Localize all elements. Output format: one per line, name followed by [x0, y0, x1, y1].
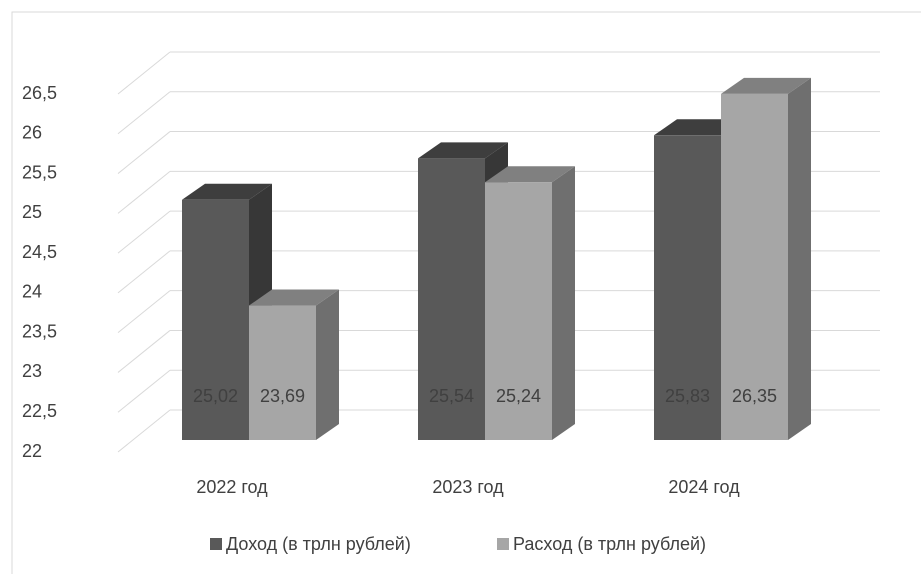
grid-diagonal: [117, 369, 171, 413]
y-tick-label: 23,5: [22, 321, 57, 341]
bar: [721, 93, 788, 440]
legend-label: Доход (в трлн рублей): [226, 534, 411, 554]
grid-diagonal: [117, 409, 171, 453]
grid-diagonal: [117, 170, 171, 214]
bar-top: [249, 289, 339, 306]
data-label: 25,54: [429, 386, 474, 406]
grid-diagonal: [117, 131, 171, 174]
data-label: 25,83: [665, 386, 710, 406]
y-tick-label: 22,5: [22, 401, 57, 421]
bar-top: [721, 77, 811, 94]
bar: [182, 199, 249, 440]
grid-diagonal: [117, 210, 171, 254]
y-tick-label: 25: [22, 202, 42, 222]
x-tick-label: 2024 год: [668, 477, 740, 497]
grid-diagonal: [117, 290, 171, 334]
y-tick-label: 23: [22, 361, 42, 381]
bar-side: [788, 77, 811, 440]
bar-top: [485, 166, 575, 183]
grid-diagonal: [117, 250, 171, 294]
legend-swatch: [210, 538, 222, 550]
y-tick-label: 22: [22, 441, 42, 461]
y-tick-label: 26,5: [22, 83, 57, 103]
y-tick-label: 24: [22, 282, 42, 302]
data-label: 26,35: [732, 386, 777, 406]
x-tick-label: 2022 год: [196, 477, 268, 497]
y-tick-label: 26: [22, 123, 42, 143]
bar: [249, 305, 316, 440]
legend-swatch: [497, 538, 509, 550]
grid-diagonal: [117, 91, 171, 135]
grid-diagonal: [117, 330, 171, 373]
chart-border: [11, 11, 921, 574]
data-label: 23,69: [260, 386, 305, 406]
bar-side: [316, 289, 339, 440]
y-tick-label: 24,5: [22, 242, 57, 262]
data-label: 25,02: [193, 386, 238, 406]
bar: [654, 135, 721, 440]
x-tick-label: 2023 год: [432, 477, 504, 497]
y-tick-label: 25,5: [22, 162, 57, 182]
bar: [485, 182, 552, 441]
bar-side: [552, 166, 575, 441]
data-label: 25,24: [496, 386, 541, 406]
legend-label: Расход (в трлн рублей): [513, 534, 706, 554]
bar-top: [418, 142, 508, 159]
grid-diagonal: [117, 51, 171, 95]
bar-top: [182, 183, 272, 200]
bar: [418, 158, 485, 440]
